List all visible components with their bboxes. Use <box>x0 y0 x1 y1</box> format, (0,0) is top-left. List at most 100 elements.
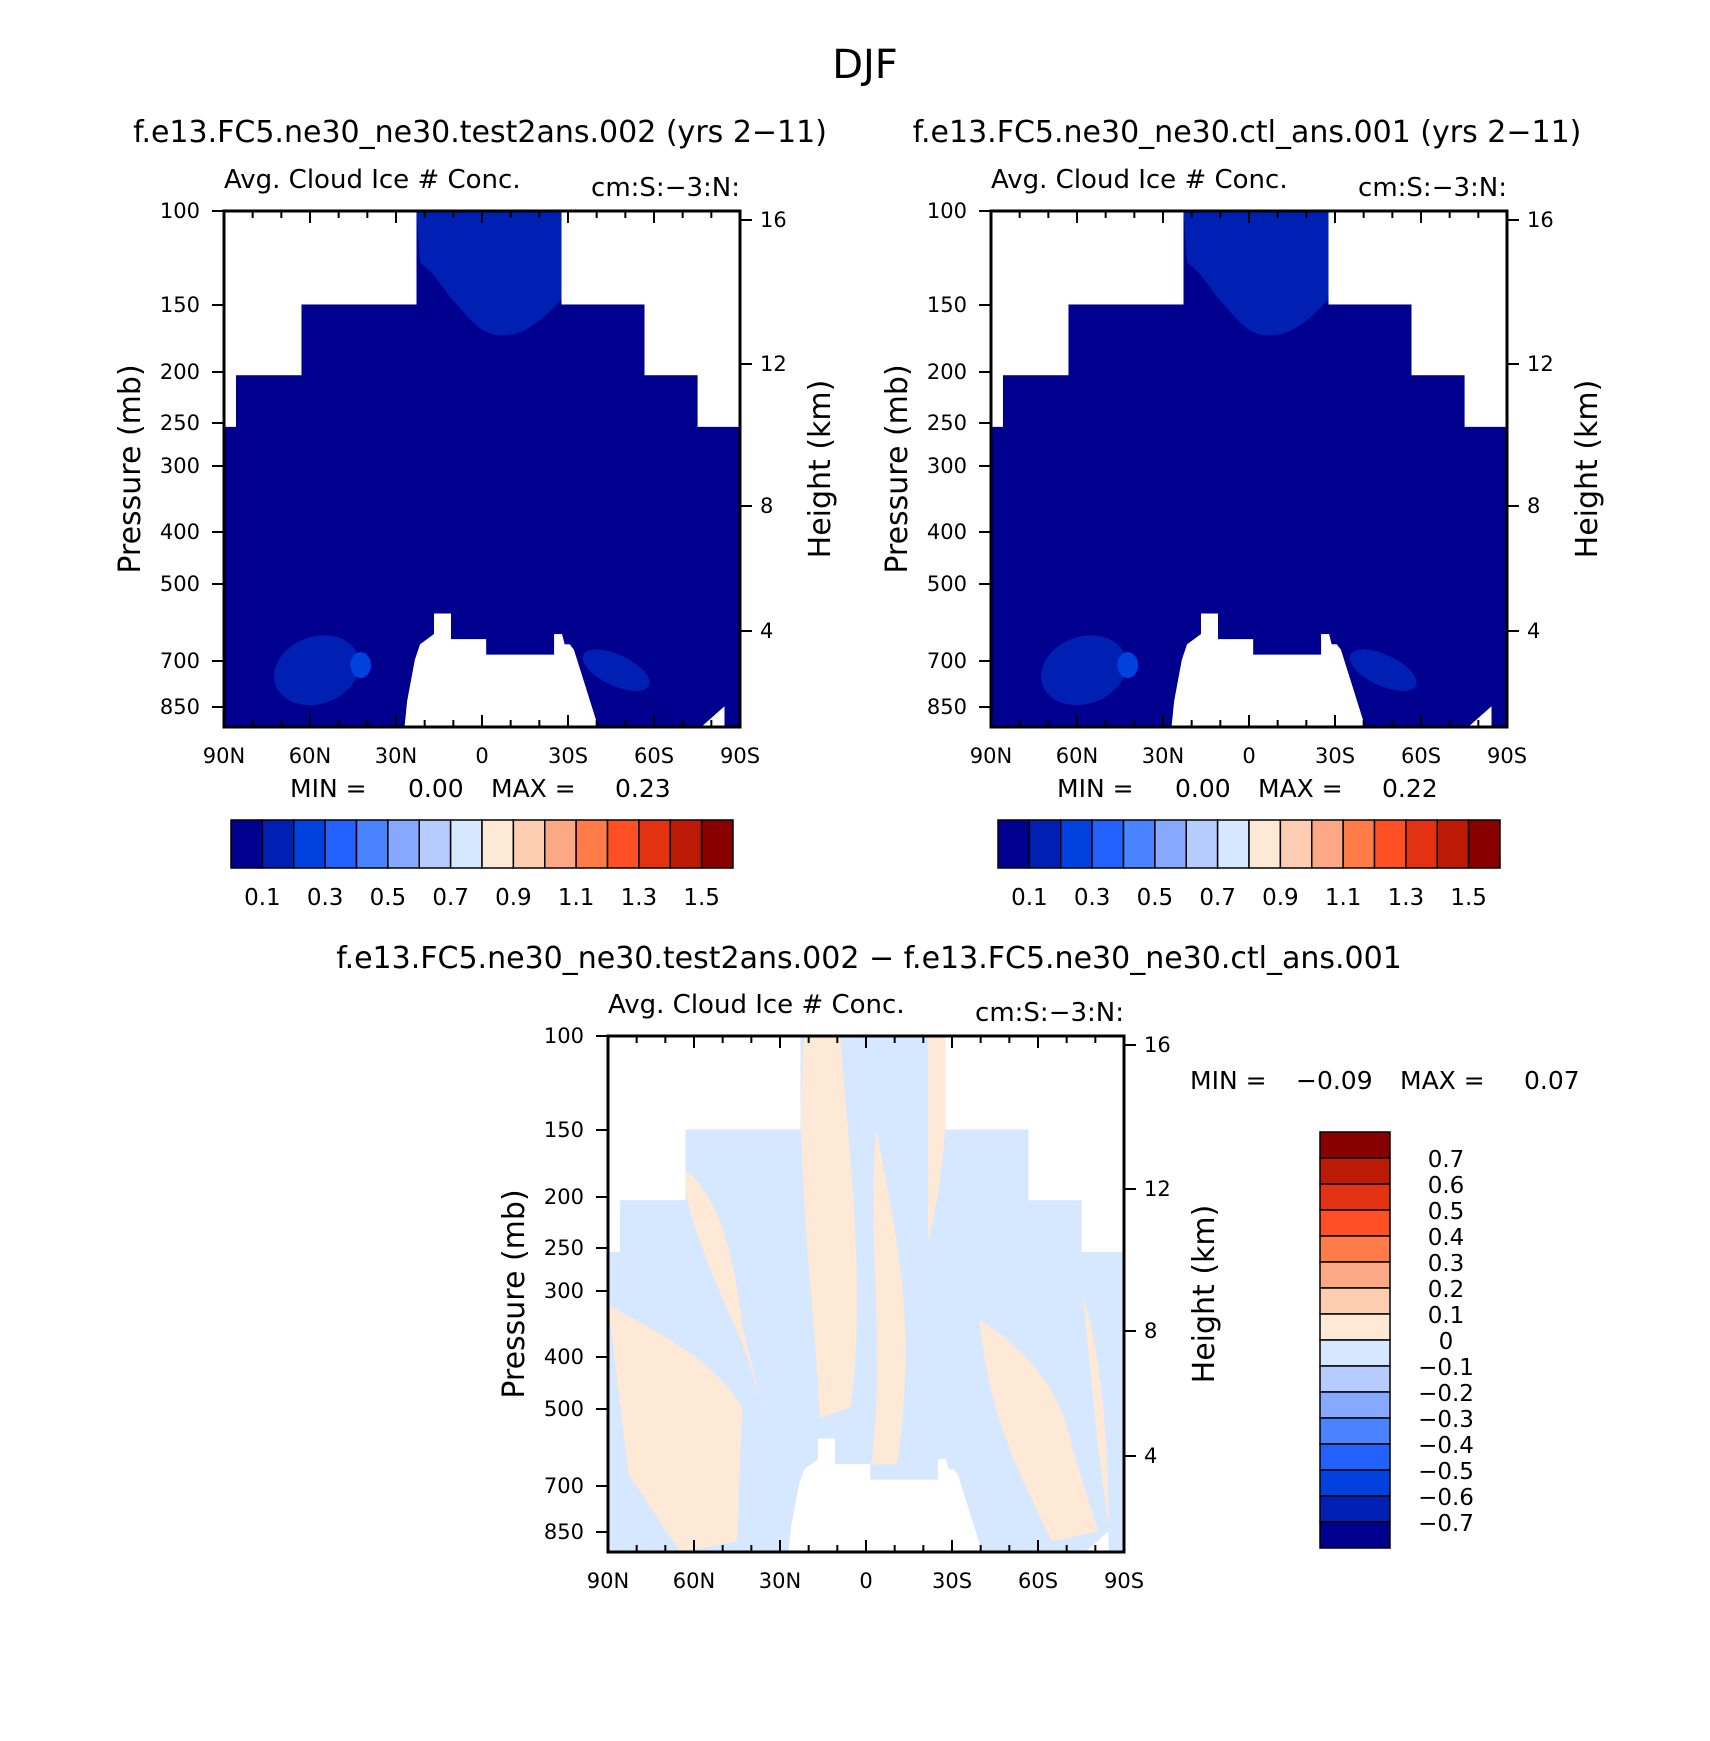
colorbar-swatch <box>1185 819 1219 869</box>
colorbar-swatch <box>575 819 609 869</box>
nh-lowlevel-max <box>274 635 360 706</box>
x-tick-label: 30S <box>1315 744 1355 768</box>
test-y-axis-label: Pressure (mb) <box>113 364 148 573</box>
y-tick-label: 850 <box>927 695 967 719</box>
y-right-tick-label: 4 <box>1144 1444 1157 1468</box>
y-tick-label: 200 <box>927 360 967 384</box>
x-tick-label: 30N <box>375 744 417 768</box>
colorbar-swatch <box>1319 1287 1391 1315</box>
y-tick-label: 300 <box>544 1279 584 1303</box>
y-tick-label: 300 <box>160 454 200 478</box>
x-tick-label: 60S <box>1401 744 1441 768</box>
x-tick-label: 90S <box>1487 744 1527 768</box>
colorbar-label: 0.5 <box>370 885 407 911</box>
colorbar-label: 0.4 <box>1428 1225 1465 1251</box>
sh-lowlevel-max <box>582 649 650 691</box>
y-right-tick-label: 8 <box>1144 1319 1157 1343</box>
colorbar-swatch <box>512 819 546 869</box>
test-y-axis-right-label: Height (km) <box>803 380 838 559</box>
y-tick-label: 500 <box>160 572 200 596</box>
colorbar-swatch <box>1319 1521 1391 1549</box>
test-var-label: Avg. Cloud Ice # Conc. <box>224 165 521 195</box>
colorbar-swatch <box>324 819 358 869</box>
colorbar-label: −0.7 <box>1418 1511 1474 1537</box>
colorbar-swatch <box>1319 1235 1391 1263</box>
y-tick-label: 100 <box>544 1024 584 1048</box>
colorbar-label: −0.1 <box>1418 1355 1474 1381</box>
colorbar-swatch <box>261 819 295 869</box>
colorbar-label: 1.5 <box>683 885 720 911</box>
control-units-label: cm:S:−3:N: <box>1358 173 1507 203</box>
colorbar-swatch <box>1319 1157 1391 1185</box>
colorbar-swatch <box>293 819 326 869</box>
colorbar-label: 0.9 <box>1262 885 1299 911</box>
colorbar-label: 0.5 <box>1137 885 1174 911</box>
y-right-tick-label: 16 <box>1527 208 1554 232</box>
colorbar-label: 0.7 <box>1428 1147 1465 1173</box>
y-right-tick-label: 16 <box>1144 1033 1171 1057</box>
y-tick-label: 250 <box>544 1236 584 1260</box>
x-tick-label: 60N <box>1056 744 1098 768</box>
y-tick-label: 200 <box>544 1185 584 1209</box>
colorbar-swatch <box>1319 1391 1391 1419</box>
control-colorbar: 0.1 0.3 0.5 0.7 0.9 1.1 1.3 1.5 <box>997 819 1501 911</box>
colorbar-swatch <box>230 819 264 869</box>
colorbar-label: 0.3 <box>307 885 344 911</box>
control-contour-field <box>991 211 1507 727</box>
colorbar-swatch <box>355 819 389 869</box>
colorbar-label: 0.7 <box>432 885 469 911</box>
y-right-tick-label: 8 <box>1527 494 1540 518</box>
difference-y-axis-label: Pressure (mb) <box>497 1189 532 1398</box>
colorbar-swatch <box>1319 1443 1391 1471</box>
colorbar-swatch <box>1319 1313 1391 1341</box>
colorbar-label: 1.3 <box>1388 885 1425 911</box>
colorbar-label: 0.6 <box>1428 1173 1465 1199</box>
colorbar-swatch <box>997 819 1031 869</box>
colorbar-swatch <box>1405 819 1438 869</box>
colorbar-label: 0.9 <box>495 885 532 911</box>
colorbar-swatch <box>700 819 734 869</box>
difference-contour-field <box>608 1036 1124 1552</box>
x-tick-label: 60N <box>673 1569 715 1593</box>
x-tick-label: 30N <box>1142 744 1184 768</box>
difference-units-label: cm:S:−3:N: <box>975 998 1124 1028</box>
y-tick-label: 400 <box>927 520 967 544</box>
test-max-value: 0.23 <box>615 774 671 803</box>
colorbar-label: 0.1 <box>244 885 281 911</box>
y-tick-label: 500 <box>927 572 967 596</box>
panel-title-control: f.e13.FC5.ne30_ne30.ctl_ans.001 (yrs 2−1… <box>913 115 1582 150</box>
positive-anomaly <box>1082 1294 1109 1527</box>
colorbar-label: 0.7 <box>1199 885 1236 911</box>
colorbar-label: 0.5 <box>1428 1199 1465 1225</box>
colorbar-swatch <box>1154 819 1187 869</box>
colorbar-swatch <box>418 819 452 869</box>
test-colorbar: 0.1 0.3 0.5 0.7 0.9 1.1 1.3 1.5 <box>230 819 734 911</box>
colorbar-swatch <box>1342 819 1376 869</box>
colorbar-swatch <box>638 819 671 869</box>
colorbar-label: 0.3 <box>1428 1251 1465 1277</box>
colorbar-swatch <box>1319 1209 1391 1237</box>
positive-anomaly <box>608 1304 743 1552</box>
control-y-axis-label: Pressure (mb) <box>880 364 915 573</box>
colorbar-label: 1.1 <box>1325 885 1362 911</box>
colorbar-label: 1.1 <box>558 885 595 911</box>
x-tick-label: 60S <box>634 744 674 768</box>
x-tick-label: 0 <box>1242 744 1255 768</box>
x-tick-label: 90N <box>587 1569 629 1593</box>
x-tick-label: 0 <box>475 744 488 768</box>
nh-lowlevel-core <box>350 652 372 678</box>
difference-max-label: MAX = <box>1400 1066 1485 1095</box>
y-tick-label: 100 <box>160 199 200 223</box>
test-min-label: MIN = <box>290 774 367 803</box>
panel-title-test: f.e13.FC5.ne30_ne30.test2ans.002 (yrs 2−… <box>133 115 827 150</box>
control-axis-ticks: 90N 60N 30N 0 30S 60S 90S 100 150 200 250 300 400 500… <box>927 199 1554 768</box>
control-min-label: MIN = <box>1057 774 1134 803</box>
colorbar-swatch <box>1091 819 1125 869</box>
x-tick-label: 60S <box>1018 1569 1058 1593</box>
no-data-mask <box>608 1036 1124 1552</box>
colorbar-label: −0.2 <box>1418 1381 1474 1407</box>
panel-title-difference: f.e13.FC5.ne30_ne30.test2ans.002 − f.e13… <box>336 941 1402 976</box>
colorbar-swatch <box>481 819 515 869</box>
positive-anomaly <box>979 1319 1099 1542</box>
